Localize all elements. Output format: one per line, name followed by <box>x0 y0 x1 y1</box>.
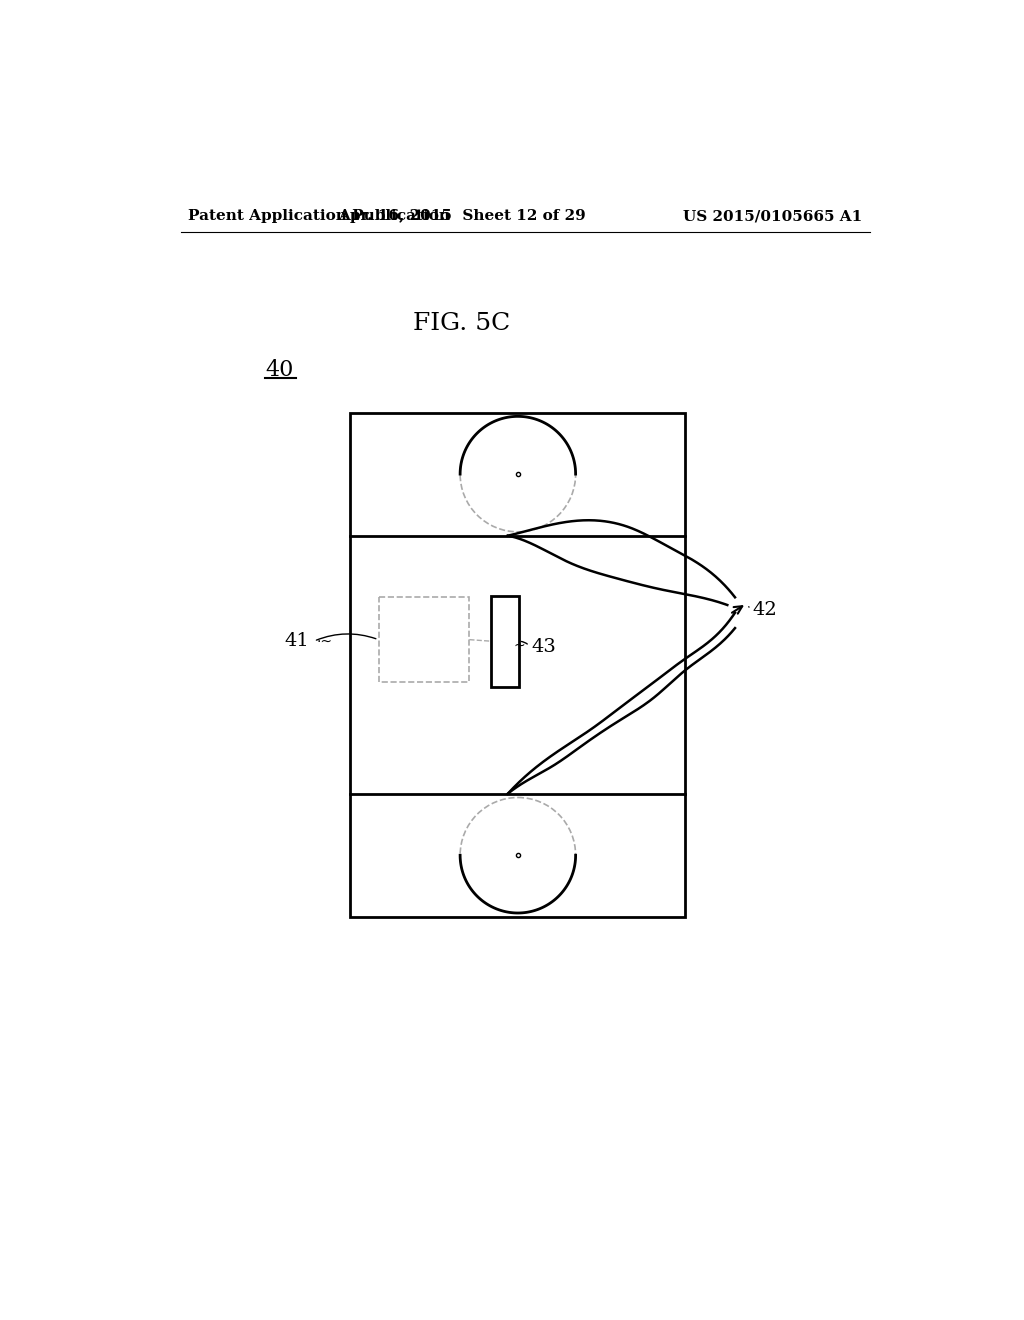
Bar <box>379 597 469 682</box>
Text: Apr. 16, 2015  Sheet 12 of 29: Apr. 16, 2015 Sheet 12 of 29 <box>338 209 586 223</box>
Text: Patent Application Publication: Patent Application Publication <box>188 209 451 223</box>
Text: ·~: ·~ <box>316 634 333 648</box>
Text: US 2015/0105665 A1: US 2015/0105665 A1 <box>683 209 862 223</box>
Text: FIG. 5C: FIG. 5C <box>413 313 510 335</box>
Text: 42: 42 <box>753 602 777 619</box>
Text: ~: ~ <box>513 639 524 653</box>
Bar <box>490 595 518 686</box>
Text: 40: 40 <box>265 359 294 381</box>
Text: 41: 41 <box>285 632 309 651</box>
Bar <box>350 412 685 917</box>
Text: 43: 43 <box>531 639 556 656</box>
